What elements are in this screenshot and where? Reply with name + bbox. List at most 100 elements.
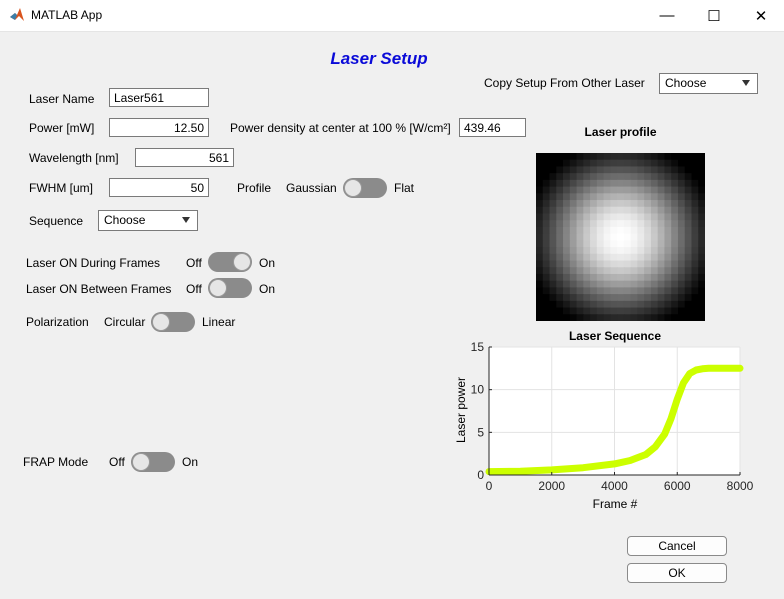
laser-profile-title: Laser profile	[584, 125, 657, 139]
laser-name-field[interactable]: Laser561	[109, 88, 209, 107]
profile-pixel	[617, 240, 625, 248]
profile-pixel	[556, 153, 564, 161]
profile-pixel	[610, 233, 618, 241]
profile-pixel	[671, 186, 679, 194]
profile-pixel	[698, 273, 705, 282]
profile-pixel	[630, 213, 638, 221]
laser-on-during-toggle[interactable]	[208, 252, 252, 272]
power-field[interactable]: 12.50	[109, 118, 209, 137]
profile-pixel	[650, 240, 659, 248]
profile-pixel	[698, 159, 705, 168]
profile-pixel	[596, 226, 605, 235]
copy-setup-dropdown[interactable]: Choose	[659, 73, 758, 94]
profile-pixel	[556, 240, 564, 248]
profile-pixel	[583, 260, 591, 268]
profile-pixel	[536, 166, 544, 174]
profile-toggle[interactable]	[343, 178, 387, 198]
profile-pixel	[657, 287, 666, 295]
power-density-field[interactable]: 439.46	[459, 118, 526, 137]
profile-pixel	[684, 159, 693, 168]
close-button[interactable]: ✕	[738, 0, 784, 31]
profile-pixel	[596, 267, 605, 275]
profile-pixel	[590, 273, 598, 282]
profile-pixel	[549, 153, 557, 161]
polarization-toggle[interactable]	[151, 312, 195, 332]
fwhm-field[interactable]: 50	[109, 178, 209, 197]
profile-pixel	[671, 300, 679, 309]
profile-pixel	[549, 213, 557, 221]
chevron-down-icon	[182, 217, 190, 223]
profile-pixel	[691, 206, 699, 215]
profile-pixel	[583, 267, 591, 275]
profile-pixel	[549, 287, 557, 295]
profile-pixel	[583, 300, 591, 309]
profile-pixel	[583, 280, 591, 288]
profile-pixel	[677, 206, 686, 215]
profile-pixel	[630, 280, 638, 288]
profile-pixel	[583, 220, 591, 228]
profile-pixel	[569, 280, 578, 288]
profile-pixel	[644, 159, 652, 168]
profile-pixel	[569, 247, 578, 255]
laser-on-between-toggle[interactable]	[208, 278, 252, 298]
cancel-button[interactable]: Cancel	[627, 536, 727, 556]
profile-pixel	[657, 253, 666, 262]
sequence-dropdown[interactable]: Choose	[98, 210, 198, 231]
profile-pixel	[623, 253, 632, 262]
profile-pixel	[617, 179, 625, 188]
profile-pixel	[664, 294, 672, 302]
profile-pixel	[590, 287, 598, 295]
profile-pixel	[691, 193, 699, 201]
profile-pixel	[556, 287, 564, 295]
ok-button[interactable]: OK	[627, 563, 727, 583]
x-tick-label: 4000	[601, 479, 628, 493]
profile-pixel	[596, 247, 605, 255]
profile-pixel	[542, 300, 551, 309]
profile-pixel	[542, 253, 551, 262]
profile-pixel	[677, 173, 686, 181]
profile-pixel	[657, 233, 666, 241]
profile-pixel	[583, 179, 591, 188]
profile-pixel	[563, 240, 571, 248]
profile-pixel	[563, 247, 571, 255]
profile-pixel	[603, 267, 611, 275]
profile-pixel	[677, 300, 686, 309]
profile-pixel	[650, 159, 659, 168]
profile-pixel	[569, 173, 578, 181]
profile-pixel	[657, 226, 666, 235]
profile-pixel	[556, 267, 564, 275]
profile-pixel	[603, 300, 611, 309]
maximize-button[interactable]: ☐	[691, 0, 737, 31]
profile-pixel	[637, 240, 645, 248]
profile-pixel	[542, 260, 551, 268]
profile-pixel	[691, 307, 699, 315]
profile-pixel	[610, 159, 618, 168]
profile-pixel	[677, 240, 686, 248]
profile-pixel	[603, 287, 611, 295]
wavelength-field[interactable]: 561	[135, 148, 234, 167]
profile-pixel	[691, 273, 699, 282]
profile-pixel	[671, 280, 679, 288]
frap-toggle[interactable]	[131, 452, 175, 472]
profile-pixel	[542, 153, 551, 161]
profile-pixel	[590, 267, 598, 275]
profile-pixel	[637, 314, 645, 321]
profile-pixel	[569, 179, 578, 188]
profile-pixel	[583, 200, 591, 208]
profile-pixel	[650, 280, 659, 288]
profile-pixel	[637, 166, 645, 174]
profile-pixel	[644, 287, 652, 295]
minimize-button[interactable]: —	[644, 0, 690, 31]
profile-pixel	[542, 247, 551, 255]
profile-pixel	[596, 193, 605, 201]
profile-pixel	[563, 166, 571, 174]
profile-pixel	[677, 314, 686, 321]
profile-pixel	[576, 233, 584, 241]
profile-pixel	[590, 206, 598, 215]
profile-pixel	[603, 226, 611, 235]
profile-pixel	[576, 260, 584, 268]
profile-pixel	[603, 206, 611, 215]
profile-pixel	[630, 233, 638, 241]
profile-pixel	[691, 233, 699, 241]
profile-pixel	[603, 314, 611, 321]
